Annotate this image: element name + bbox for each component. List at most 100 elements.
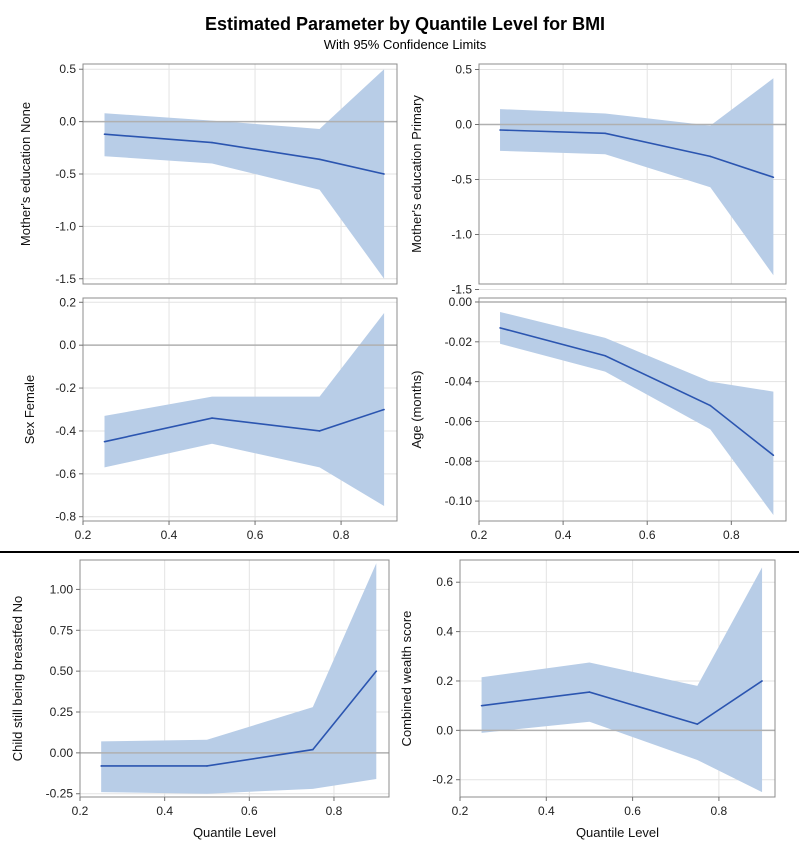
estimate-point (480, 704, 483, 707)
plot-frame (82, 297, 398, 522)
x-tick-label: 0.2 (452, 804, 469, 818)
y-tick-label: 0.2 (436, 674, 453, 688)
y-tick-label: 0.0 (455, 118, 472, 132)
x-tick-label: 0.6 (639, 528, 656, 542)
y-tick-label: -0.2 (55, 381, 76, 395)
y-tick-label: 0.0 (59, 338, 76, 352)
chart-panel-6: 0.6 0.4 0.2 0.0 -0.2 0.2 0.4 0.6 0.8 Combined wea… (399, 559, 776, 840)
estimate-point (312, 748, 314, 751)
y-axis-label: Sex Female (22, 375, 37, 444)
confidence-band (500, 311, 774, 516)
y-axis-label: Mother's education Primary (409, 95, 424, 253)
x-tick-label: 0.6 (247, 528, 264, 542)
figure-subtitle: With 95% Confidence Limits (324, 37, 487, 52)
y-tick-label: -0.10 (445, 494, 473, 508)
plot-frame (459, 559, 776, 798)
estimate-point (103, 440, 106, 443)
y-tick-label: -0.08 (445, 454, 473, 468)
y-tick-label: 1.00 (50, 582, 74, 596)
estimate-point (211, 417, 213, 419)
estimate-point (499, 327, 501, 329)
plot-frame (478, 63, 787, 285)
y-tick-label: -1.5 (451, 283, 472, 297)
confidence-band (481, 567, 763, 793)
estimate-point (103, 133, 106, 135)
y-tick-label: -0.2 (432, 773, 453, 787)
y-tick-label: 0.5 (59, 62, 76, 76)
y-tick-label: -0.6 (55, 467, 76, 481)
confidence-band (104, 313, 385, 506)
y-tick-label: -1.0 (55, 219, 76, 233)
estimate-point (761, 680, 763, 682)
estimate-line (500, 129, 774, 179)
estimate-line (104, 408, 385, 443)
chart-panel-1: 0.5 0.0 -0.5 -1.0 -1.5 Mother's education Non… (18, 62, 398, 286)
x-tick-label: 0.2 (471, 528, 488, 542)
x-tick-label: 0.2 (75, 528, 92, 542)
estimate-point (383, 173, 385, 175)
estimate-point (206, 765, 208, 767)
estimate-point (604, 132, 606, 135)
plot-frame (478, 297, 787, 522)
y-tick-label: -0.02 (445, 335, 473, 349)
chart-panel-5: 1.00 0.75 0.50 0.25 0.00 -0.25 0.2 0.4 0.6 0.8 Chi… (10, 559, 390, 840)
estimate-line (101, 670, 377, 767)
y-tick-label: -0.06 (445, 414, 473, 428)
y-tick-label: -0.25 (46, 787, 74, 801)
estimate-point (604, 354, 606, 357)
x-tick-label: 0.6 (624, 804, 641, 818)
estimate-point (696, 723, 699, 725)
y-tick-label: 0.5 (455, 63, 472, 77)
y-tick-label: 0.2 (59, 295, 76, 309)
y-axis-label: Combined wealth score (399, 611, 414, 747)
y-axis-label: Child still being breastfed No (10, 596, 25, 761)
estimate-point (709, 404, 712, 407)
estimate-line (499, 327, 774, 456)
x-tick-label: 0.4 (555, 528, 572, 542)
y-tick-label: -1.0 (451, 228, 472, 242)
y-tick-label: 0.4 (436, 625, 453, 639)
estimate-point (499, 129, 501, 131)
estimate-line (104, 133, 385, 175)
y-tick-label: -1.5 (55, 272, 76, 286)
x-tick-label: 0.8 (326, 804, 343, 818)
estimate-point (318, 158, 321, 161)
estimate-point (318, 430, 321, 432)
estimate-point (100, 765, 102, 767)
y-tick-label: 0.00 (50, 746, 74, 760)
estimate-point (383, 408, 385, 411)
figure-title: Estimated Parameter by Quantile Level fo… (205, 14, 605, 34)
estimate-point (772, 454, 775, 457)
y-axis-label: Mother's education None (18, 102, 33, 246)
y-tick-label: 0.25 (50, 705, 74, 719)
y-tick-label: 0.0 (436, 723, 453, 737)
estimate-point (588, 691, 591, 693)
plot-frame (79, 559, 390, 798)
x-tick-label: 0.2 (72, 804, 89, 818)
y-tick-label: 0.6 (436, 575, 453, 589)
x-axis-label: Quantile Level (576, 825, 659, 840)
x-tick-label: 0.4 (156, 804, 173, 818)
plot-grid: 0.5 0.0 -0.5 -1.0 -1.5 Mother's education Non… (10, 62, 787, 840)
confidence-band (500, 78, 774, 276)
y-tick-label: 0.50 (50, 664, 74, 678)
x-tick-label: 0.8 (723, 528, 740, 542)
x-tick-label: 0.8 (333, 528, 350, 542)
chart-panel-4: 0.00 -0.02 -0.04 -0.06 -0.08 -0.10 0.2 0.4 0.6 0.… (409, 295, 787, 542)
x-axis-label: Quantile Level (193, 825, 276, 840)
y-tick-label: 0.75 (50, 623, 74, 637)
chart-panel-2: 0.5 0.0 -0.5 -1.0 -1.5 Mother's education Pri… (409, 63, 787, 297)
x-tick-label: 0.8 (711, 804, 728, 818)
y-tick-label: 0.00 (449, 295, 473, 309)
y-tick-label: -0.5 (451, 173, 472, 187)
y-tick-label: -0.4 (55, 424, 76, 438)
x-tick-label: 0.4 (161, 528, 178, 542)
y-tick-label: -0.04 (445, 375, 473, 389)
estimate-point (211, 141, 213, 144)
y-axis-label: Age (months) (409, 370, 424, 448)
estimate-point (709, 155, 712, 158)
estimate-point (772, 176, 775, 179)
estimate-line (481, 680, 763, 726)
x-tick-label: 0.4 (538, 804, 555, 818)
